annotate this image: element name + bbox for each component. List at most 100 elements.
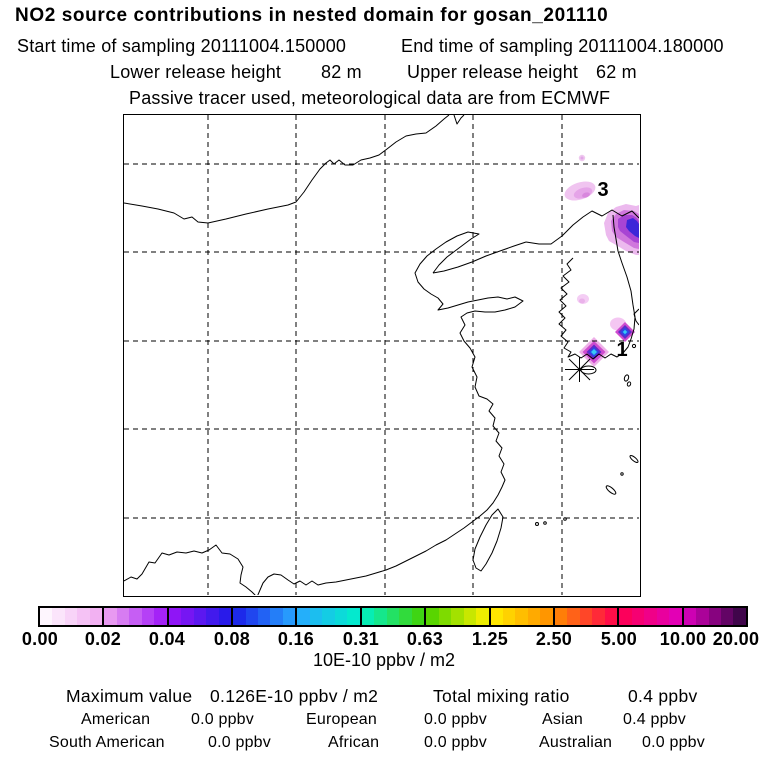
colorbar-cell (399, 608, 412, 625)
colorbar-cell (644, 608, 657, 625)
colorbar-segment (40, 608, 103, 625)
contribution-region: Australian (539, 734, 613, 751)
colorbar-segment (102, 608, 167, 625)
contribution-region: American (81, 711, 151, 728)
contribution-value: 0.0 ppbv (424, 711, 487, 728)
colorbar-cell (258, 608, 271, 625)
colorbar-cell (438, 608, 452, 625)
coastlines (124, 115, 639, 595)
colorbar-cell (374, 608, 387, 625)
contribution-value: 0.0 ppbv (208, 734, 271, 751)
upper-release-label: Upper release height (407, 62, 579, 82)
colorbar-cell (40, 608, 53, 625)
colorbar-cell (567, 608, 580, 625)
colorbar-cell (282, 608, 296, 625)
colorbar-cell (206, 608, 219, 625)
maximum-value: 0.126E-10 ppbv / m2 (210, 686, 379, 706)
colorbar-cell (708, 608, 721, 625)
colorbar-segment (424, 608, 489, 625)
colorbar-tick: 0.08 (213, 629, 251, 649)
receptor-star-icon (565, 357, 594, 382)
colorbar-cell (245, 608, 259, 625)
colorbar-cell (116, 608, 130, 625)
colorbar-cell (476, 608, 489, 625)
colorbar-cell (309, 608, 323, 625)
colorbar-cell (141, 608, 155, 625)
colorbar-segment (552, 608, 618, 625)
contribution-region: African (328, 734, 380, 751)
contribution-value: 0.0 ppbv (424, 734, 487, 751)
colorbar-cell (168, 608, 182, 625)
colorbar-cell (579, 608, 593, 625)
colorbar-cell (604, 608, 618, 625)
colorbar-tick: 10.00 (659, 629, 707, 649)
hotspot-label-3: 3 (597, 179, 608, 201)
colorbar-segment (295, 608, 360, 625)
colorbar-cell (77, 608, 90, 625)
colorbar-cell (554, 608, 568, 625)
maximum-value-label: Maximum value (66, 686, 193, 706)
concentration-blobs (564, 154, 639, 367)
colorbar-cell (347, 608, 360, 625)
colorbar-tick: 0.02 (84, 629, 122, 649)
map-svg: 3 1 (124, 115, 639, 595)
colorbar-unit: 10E-10 ppbv / m2 (312, 650, 456, 670)
colorbar-cell (631, 608, 645, 625)
colorbar-cell (515, 608, 528, 625)
graticule-grid (124, 115, 639, 595)
colorbar-segment (681, 608, 746, 625)
total-mixing-value: 0.4 ppbv (628, 686, 698, 706)
colorbar-tick: 0.31 (342, 629, 380, 649)
colorbar-cell (181, 608, 194, 625)
map-plot: 3 1 (123, 114, 641, 597)
colorbar-cell (361, 608, 375, 625)
colorbar-segment (166, 608, 232, 625)
colorbar-segment (359, 608, 425, 625)
hotspot-label-1: 1 (616, 339, 627, 361)
colorbar-cell (129, 608, 142, 625)
colorbar-cell (64, 608, 78, 625)
colorbar-cell (490, 608, 503, 625)
colorbar-tick: 0.04 (148, 629, 186, 649)
colorbar-cell (297, 608, 310, 625)
colorbar-cell (733, 608, 746, 625)
colorbar (38, 606, 748, 627)
lower-release-label: Lower release height (110, 62, 282, 82)
contribution-value: 0.0 ppbv (191, 711, 254, 728)
colorbar-cell (619, 608, 632, 625)
colorbar-tick: 0.63 (406, 629, 444, 649)
colorbar-cell (683, 608, 697, 625)
colorbar-tick: 0.16 (277, 629, 315, 649)
colorbar-cell (426, 608, 439, 625)
colorbar-tick: 5.00 (600, 629, 638, 649)
colorbar-segment (617, 608, 682, 625)
tracer-note: Passive tracer used, meteorological data… (129, 88, 611, 108)
colorbar-segment (488, 608, 553, 625)
colorbar-cell (386, 608, 400, 625)
colorbar-tick: 2.50 (535, 629, 573, 649)
colorbar-cell (502, 608, 516, 625)
end-time-label: End time of sampling 20111004.180000 (401, 36, 724, 56)
upper-release-value: 62 m (596, 62, 637, 82)
colorbar-cell (696, 608, 709, 625)
colorbar-cell (104, 608, 117, 625)
colorbar-cell (89, 608, 103, 625)
lower-release-value: 82 m (321, 62, 362, 82)
contribution-region: South American (49, 734, 165, 751)
colorbar-cell (463, 608, 477, 625)
colorbar-cell (411, 608, 425, 625)
colorbar-tick: 1.25 (471, 629, 509, 649)
colorbar-cell (451, 608, 464, 625)
contribution-value: 0.4 ppbv (623, 711, 686, 728)
colorbar-cell (154, 608, 167, 625)
colorbar-cell (540, 608, 553, 625)
total-mixing-label: Total mixing ratio (433, 686, 570, 706)
colorbar-cell (233, 608, 246, 625)
contribution-value: 0.0 ppbv (642, 734, 705, 751)
page-title: NO2 source contributions in nested domai… (15, 5, 609, 26)
colorbar-cell (193, 608, 207, 625)
colorbar-tick: 0.00 (21, 629, 59, 649)
colorbar-tick: 20.00 (712, 629, 760, 649)
colorbar-cell (270, 608, 283, 625)
